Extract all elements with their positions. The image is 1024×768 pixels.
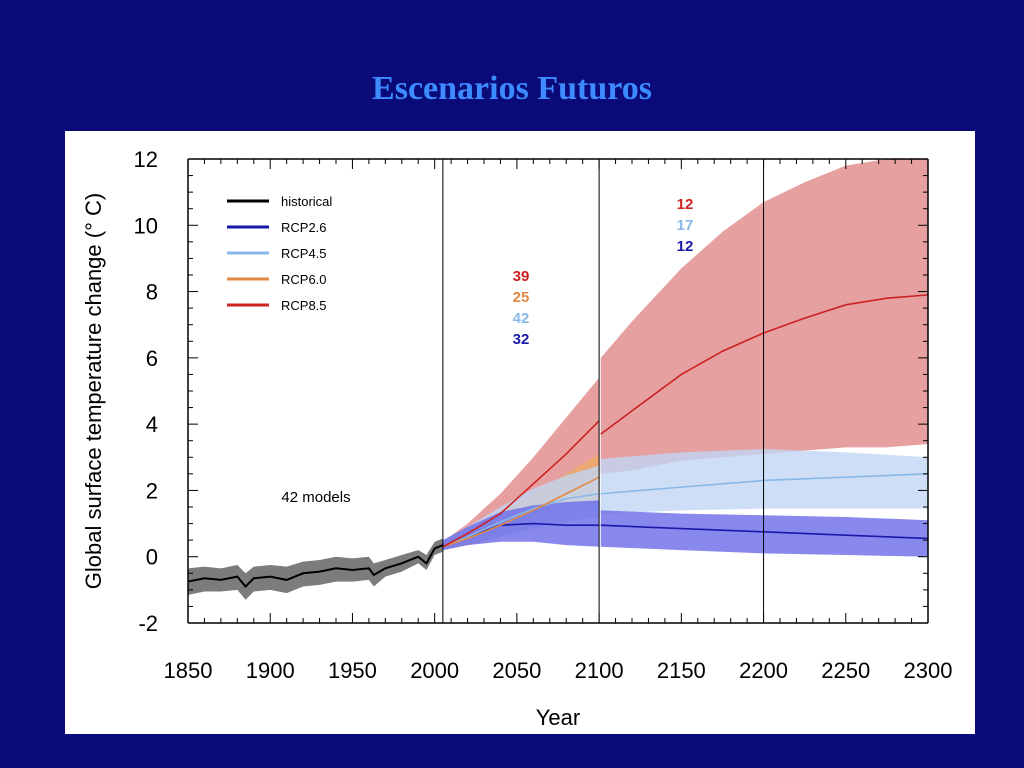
model-count-labels: 39 25 42 32 12 17 12 [513,196,694,348]
slide-title: Escenarios Futuros [372,70,652,107]
historical-line-1 [187,544,444,589]
rcp8-5-line-1 [442,420,600,548]
x-tick-label: 2100 [575,658,624,683]
period-divider-lines [442,159,765,623]
rcp4-5-band-2 [600,449,928,514]
tick-labels: 1850 1900 1950 2000 2050 2100 2150 2200 2250 2300… [134,147,953,683]
y-tick-label: 12 [134,147,158,172]
y-axis-label: Global surface temperature change (° C) [81,193,106,589]
model-count-rcp6-0-2006-2100: 25 [513,289,530,306]
rcp6-0-line-1 [442,476,600,548]
x-tick-label: 2300 [904,658,953,683]
y-tick-label: 6 [146,346,158,371]
x-tick-label: 2250 [821,658,870,683]
y-tick-label: 0 [146,545,158,570]
rcp2-6-band-1 [442,500,600,551]
temperature-chart: 1850 1900 1950 2000 2050 2100 2150 2200 2250 2300… [81,147,953,730]
x-tick-label: 2050 [492,658,541,683]
tick-marks [187,158,929,624]
x-tick-label: 1950 [328,658,377,683]
legend-label-rcp2-6: RCP2.6 [281,220,327,235]
x-tick-label: 2150 [657,658,706,683]
model-count-rcp2-6-2006-2100: 32 [513,331,530,348]
legend-label-historical: historical [281,194,332,209]
historical-band-1 [188,538,443,600]
model-count-rcp8-5-2101-2300: 12 [677,196,694,213]
y-tick-label: -2 [138,611,158,636]
rcp8-5-band-2 [600,159,928,474]
legend-label-rcp4-5: RCP4.5 [281,246,327,261]
rcp2-6-band-2 [600,510,928,557]
figure-panel: 1850 1900 1950 2000 2050 2100 2150 2200 2250 2300… [65,131,975,734]
y-tick-label: 8 [146,280,158,305]
x-tick-label: 1850 [164,658,213,683]
legend: historical RCP2.6 RCP4.5 RCP6.0 RCP8.5 [227,194,332,313]
model-count-rcp4-5-2006-2100: 42 [513,310,530,327]
x-tick-label: 2000 [410,658,459,683]
model-count-annotation: 42 models [281,489,350,506]
y-tick-label: 2 [146,478,158,503]
y-tick-label: 10 [134,213,158,238]
x-tick-label: 1900 [246,658,295,683]
model-count-rcp4-5-2101-2300: 17 [677,217,694,234]
x-axis-label: Year [536,705,580,730]
model-count-rcp2-6-2101-2300: 12 [677,238,694,255]
rcp4-5-line-1 [442,492,600,548]
x-tick-label: 2200 [739,658,788,683]
y-tick-label: 4 [146,412,158,437]
model-count-rcp8-5-2006-2100: 39 [513,268,530,285]
uncertainty-bands [188,159,928,600]
series-lines [187,294,929,589]
legend-label-rcp8-5: RCP8.5 [281,298,327,313]
legend-label-rcp6-0: RCP6.0 [281,272,327,287]
